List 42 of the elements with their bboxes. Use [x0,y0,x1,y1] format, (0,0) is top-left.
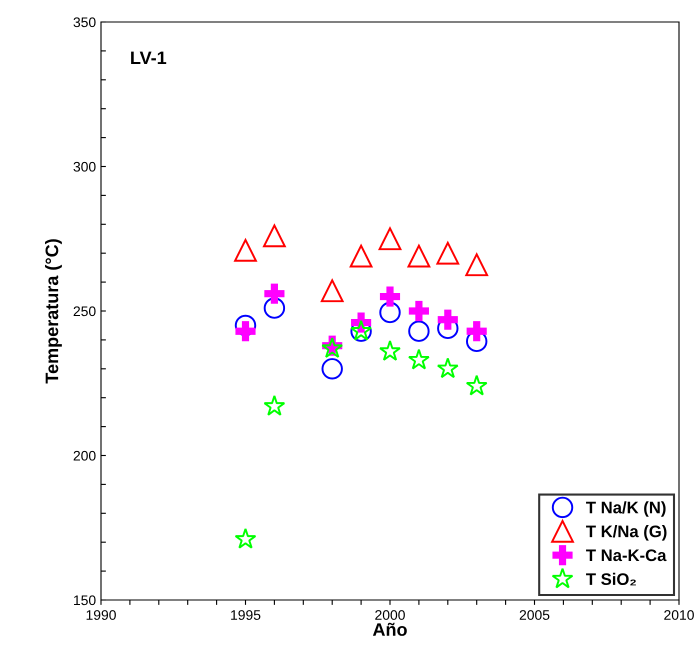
point [466,374,488,396]
annotation: LV-1 [131,52,166,64]
y-tick-label: 150 [74,595,96,606]
point [408,300,429,322]
point [234,314,256,336]
y-tick-label: 350 [74,17,96,28]
x-tick-label: 1995 [231,610,260,620]
point [350,244,372,268]
point [263,224,286,248]
point [234,528,256,549]
point [322,358,343,380]
y-tick-label: 200 [74,450,96,461]
point [235,321,256,342]
point [436,357,459,378]
y-tick-label: 250 [74,306,96,316]
point [378,227,402,250]
legend-label: T K/Na (G) [586,525,667,541]
point [379,340,401,361]
point [380,286,400,307]
x-tick-label: 1990 [86,610,116,620]
point [408,244,430,268]
point [408,348,430,370]
point [234,238,257,262]
legend-label: T SiO₂ [586,572,636,586]
point [408,320,430,342]
point [466,321,487,342]
point [264,297,286,319]
x-tick-label: 2000 [375,610,405,620]
x-tick-label: 2010 [664,610,694,620]
point [264,394,286,416]
legend-label: T Na-K-Ca [586,549,667,562]
x-axis-title: Año [372,622,407,636]
point [379,302,401,324]
legend-label: T Na/K (N) [586,501,666,517]
point [320,279,344,302]
x-tick-label: 2005 [520,610,550,620]
y-tick-label: 300 [74,162,96,172]
point [438,310,458,330]
point [465,253,488,276]
point [436,242,460,265]
y-axis-title: Temperatura (°C) [45,239,62,384]
point [264,284,284,304]
